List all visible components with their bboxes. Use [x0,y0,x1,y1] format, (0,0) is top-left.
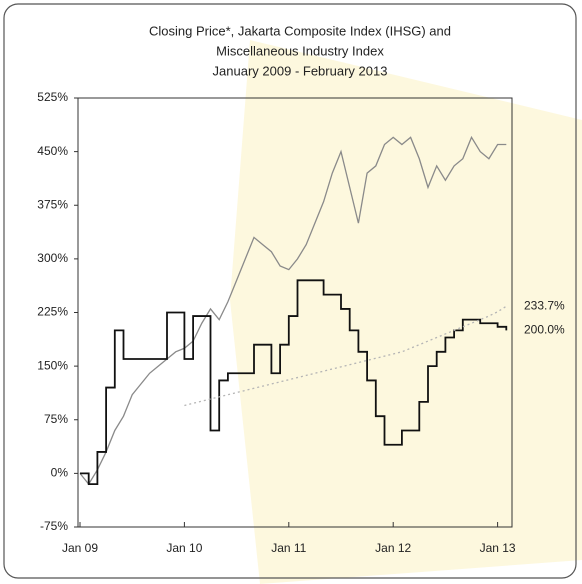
x-tick-label: Jan 13 [480,541,516,555]
y-tick-label: 300% [37,251,68,265]
series-line [79,135,507,486]
end-label: 233.7% [524,298,565,312]
series-line [184,305,507,407]
chart-title: Closing Price*, Jakarta Composite Index … [149,23,451,38]
series-line [80,279,508,485]
y-tick-label: 225% [37,305,68,319]
chart-subtitle: Miscellaneous Industry Index [216,43,384,58]
x-tick-label: Jan 10 [166,541,202,555]
frame [3,3,577,579]
y-tick-label: 75% [44,412,68,426]
y-tick-label: 450% [37,144,68,158]
y-tick-label: 0% [51,466,69,480]
x-tick-label: Jan 12 [375,541,411,555]
y-tick-label: 375% [37,197,68,211]
y-tick-label: -75% [40,519,68,533]
end-label: 200.0% [524,323,565,337]
watermark [230,40,582,584]
y-tick-label: 525% [37,90,68,104]
chart-period: January 2009 - February 2013 [213,63,388,78]
x-tick-label: Jan 09 [62,541,98,555]
x-tick-label: Jan 11 [271,541,306,555]
y-tick-label: 150% [37,358,68,372]
